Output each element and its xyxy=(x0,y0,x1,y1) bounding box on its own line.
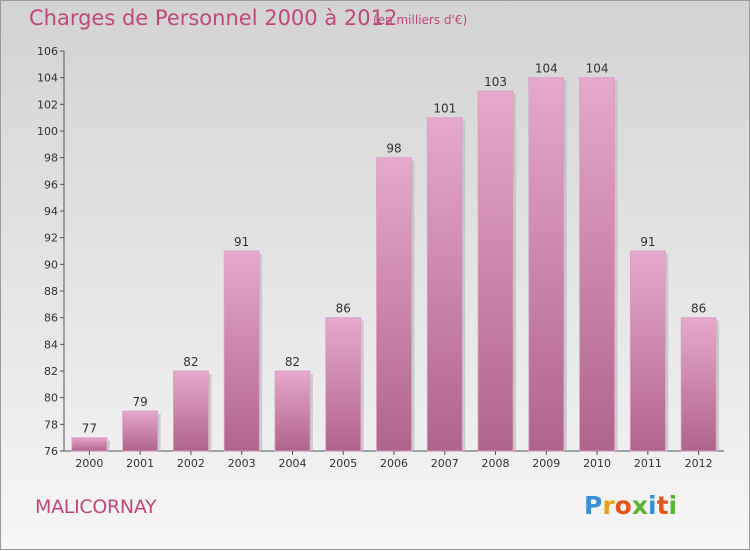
y-tick-label: 78 xyxy=(44,418,58,431)
chart-title: Charges de Personnel 2000 à 2012 xyxy=(29,6,398,30)
x-tick-label: 2005 xyxy=(329,457,357,470)
y-tick-label: 102 xyxy=(37,98,58,111)
proxiti-logo: Proxiti xyxy=(584,491,677,520)
data-label: 77 xyxy=(82,422,97,436)
x-tick-label: 2002 xyxy=(177,457,205,470)
x-tick-label: 2000 xyxy=(75,457,103,470)
x-tick-label: 2011 xyxy=(634,457,662,470)
data-label: 79 xyxy=(133,395,148,409)
y-tick-label: 88 xyxy=(44,285,58,298)
data-label: 104 xyxy=(535,62,558,76)
bar xyxy=(477,90,514,452)
bar xyxy=(274,370,311,452)
y-tick-label: 80 xyxy=(44,392,58,405)
data-label: 86 xyxy=(336,302,351,316)
bar xyxy=(426,117,463,452)
data-label: 82 xyxy=(183,355,198,369)
logo-letter: i xyxy=(648,491,657,520)
y-tick-label: 104 xyxy=(37,72,58,85)
y-tick-label: 90 xyxy=(44,258,58,271)
y-tick-label: 82 xyxy=(44,365,58,378)
x-tick-label: 2009 xyxy=(532,457,560,470)
unit-note: (en milliers d'€) xyxy=(373,13,468,27)
logo-letter: t xyxy=(656,491,669,520)
data-label: 101 xyxy=(433,102,456,116)
y-tick-label: 94 xyxy=(44,205,58,218)
x-tick-label: 2008 xyxy=(482,457,510,470)
data-label: 91 xyxy=(234,235,249,249)
y-tick-label: 106 xyxy=(37,45,58,58)
data-label: 91 xyxy=(640,235,655,249)
x-tick-label: 2007 xyxy=(431,457,459,470)
bar xyxy=(223,250,260,452)
bar xyxy=(629,250,666,452)
x-tick-label: 2012 xyxy=(685,457,713,470)
bar xyxy=(376,157,412,452)
data-label: 104 xyxy=(586,62,609,76)
bar xyxy=(173,370,209,452)
x-tick-label: 2010 xyxy=(583,457,611,470)
commune-name: MALICORNAY xyxy=(35,496,157,518)
data-label: 103 xyxy=(484,75,507,89)
bar xyxy=(579,77,615,452)
x-tick-label: 2006 xyxy=(380,457,408,470)
y-tick-label: 100 xyxy=(37,125,58,138)
x-tick-label: 2001 xyxy=(126,457,154,470)
data-label: 98 xyxy=(386,142,401,156)
data-label: 82 xyxy=(285,355,300,369)
x-tick-label: 2003 xyxy=(228,457,256,470)
y-tick-label: 84 xyxy=(44,338,58,351)
bar xyxy=(680,317,717,452)
logo-letter: r xyxy=(602,491,615,520)
y-tick-label: 76 xyxy=(44,445,58,458)
x-tick-label: 2004 xyxy=(278,457,306,470)
logo-letter: x xyxy=(631,491,648,520)
data-label: 86 xyxy=(691,302,706,316)
bar xyxy=(325,317,362,452)
y-tick-label: 92 xyxy=(44,232,58,245)
y-tick-label: 86 xyxy=(44,312,58,325)
bar xyxy=(71,437,108,452)
y-tick-label: 98 xyxy=(44,152,58,165)
bar xyxy=(122,410,159,452)
logo-letter: o xyxy=(614,491,632,520)
y-tick-label: 96 xyxy=(44,178,58,191)
logo-letter: P xyxy=(584,491,603,520)
bar xyxy=(528,77,565,452)
logo-letter: i xyxy=(668,491,678,520)
